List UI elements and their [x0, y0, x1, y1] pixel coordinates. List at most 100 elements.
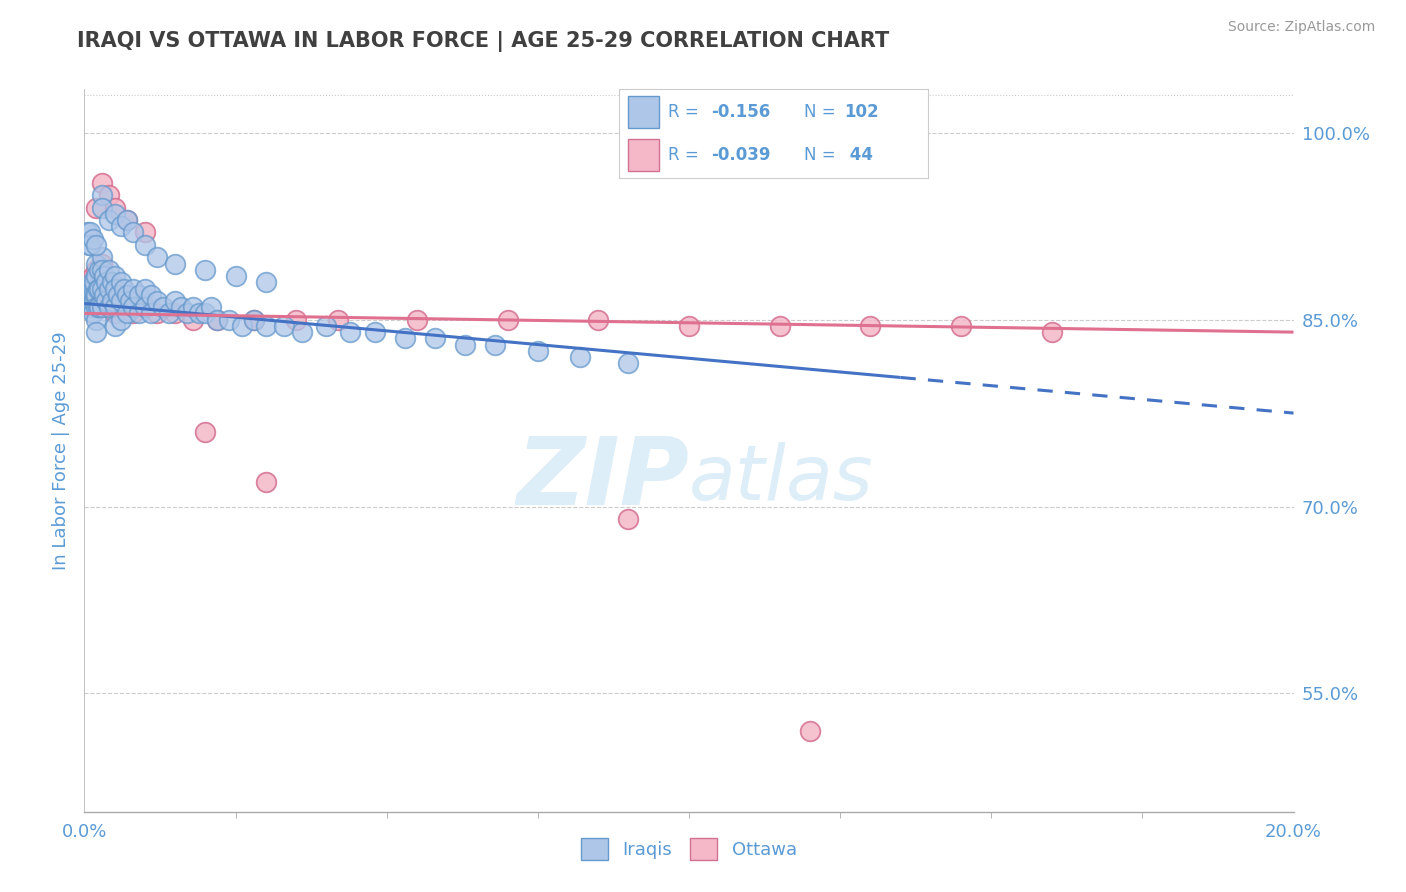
Text: atlas: atlas — [689, 442, 873, 516]
Point — [93, 287, 115, 301]
Point — [134, 300, 156, 314]
Text: N =: N = — [804, 103, 835, 121]
Point — [94, 293, 117, 308]
Text: Source: ZipAtlas.com: Source: ZipAtlas.com — [1227, 20, 1375, 34]
Point — [121, 226, 143, 240]
Point — [254, 318, 277, 333]
Point — [950, 318, 973, 333]
Point — [86, 281, 108, 295]
Point — [496, 312, 519, 326]
Point — [104, 268, 127, 283]
Point — [91, 188, 114, 202]
Point — [97, 281, 120, 295]
Point — [86, 257, 108, 271]
Point — [285, 312, 308, 326]
Point — [176, 306, 198, 320]
Point — [225, 268, 247, 283]
Point — [128, 306, 150, 320]
Point — [152, 300, 174, 314]
Point — [89, 287, 111, 301]
Text: R =: R = — [668, 103, 699, 121]
Point — [339, 325, 361, 339]
Point — [157, 306, 180, 320]
Point — [79, 287, 101, 301]
Point — [104, 318, 127, 333]
Point — [89, 300, 111, 314]
Point — [194, 425, 217, 439]
Point — [588, 312, 610, 326]
Point — [231, 318, 253, 333]
Point — [165, 293, 187, 308]
Point — [83, 275, 105, 289]
Point — [91, 257, 114, 271]
Point — [110, 312, 132, 326]
Bar — [628, 96, 659, 128]
Point — [181, 312, 204, 326]
Point — [97, 300, 120, 314]
Point — [110, 293, 132, 308]
Point — [97, 262, 120, 277]
Point — [97, 281, 120, 295]
Point — [77, 281, 100, 295]
Point — [194, 306, 217, 320]
Point — [104, 281, 127, 295]
Point — [394, 331, 416, 345]
Point — [86, 312, 108, 326]
Point — [77, 281, 100, 295]
Point — [115, 287, 138, 301]
Point — [200, 300, 222, 314]
Point — [82, 268, 104, 283]
Point — [91, 176, 114, 190]
Point — [115, 213, 138, 227]
Point — [100, 275, 122, 289]
Point — [121, 300, 143, 314]
Point — [118, 293, 141, 308]
Point — [678, 318, 700, 333]
Point — [128, 287, 150, 301]
Text: 44: 44 — [845, 146, 873, 164]
Point — [104, 300, 127, 314]
Point — [617, 512, 640, 526]
Point — [406, 312, 429, 326]
Point — [104, 306, 127, 320]
Point — [769, 318, 792, 333]
Point — [207, 312, 229, 326]
Point — [181, 300, 204, 314]
Point — [80, 287, 103, 301]
Point — [86, 281, 108, 295]
Point — [91, 251, 114, 265]
Point — [242, 312, 264, 326]
Point — [139, 306, 162, 320]
Point — [107, 287, 129, 301]
Point — [115, 213, 138, 227]
Point — [82, 306, 104, 320]
Point — [86, 300, 108, 314]
Point — [93, 268, 115, 283]
Bar — [628, 139, 659, 171]
Point — [423, 331, 446, 345]
Point — [110, 275, 132, 289]
Point — [115, 306, 138, 320]
Point — [86, 325, 108, 339]
Point — [86, 238, 108, 252]
Point — [115, 300, 138, 314]
Point — [134, 300, 156, 314]
Y-axis label: In Labor Force | Age 25-29: In Labor Force | Age 25-29 — [52, 331, 70, 570]
Point — [254, 275, 277, 289]
Point — [91, 262, 114, 277]
Legend: Iraqis, Ottawa: Iraqis, Ottawa — [574, 831, 804, 868]
Point — [527, 343, 550, 358]
Point — [79, 275, 101, 289]
Point — [79, 238, 101, 252]
Point — [80, 275, 103, 289]
Point — [291, 325, 314, 339]
Point — [1040, 325, 1063, 339]
Point — [89, 281, 111, 295]
Point — [194, 262, 217, 277]
Point — [617, 356, 640, 370]
Point — [165, 257, 187, 271]
Point — [569, 350, 592, 364]
Point — [139, 287, 162, 301]
Point — [188, 306, 211, 320]
Text: ZIP: ZIP — [516, 434, 689, 525]
